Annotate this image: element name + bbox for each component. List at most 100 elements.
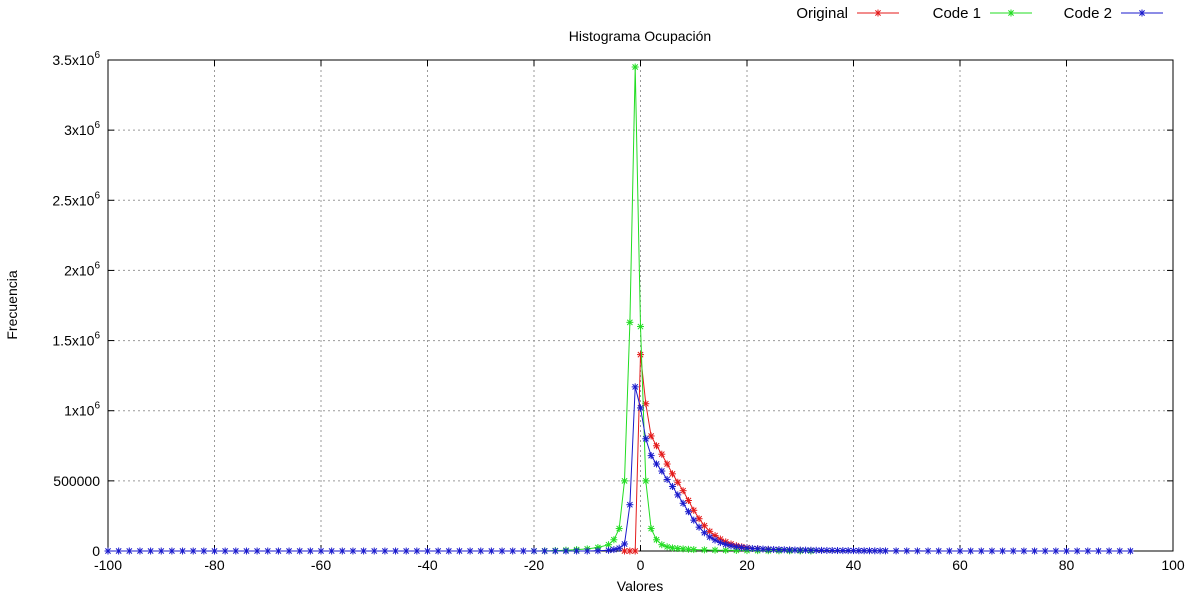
data-point-code-2 (652, 460, 660, 468)
data-point-code-2 (424, 547, 431, 555)
x-tick-label: 0 (637, 557, 645, 573)
data-point-code-2 (541, 547, 549, 555)
data-point-code-2 (754, 545, 762, 553)
y-tick-labels: 0 500000 1x106 1.5x106 2x106 2.5x106 3x106 3.5x… (52, 50, 100, 559)
legend-label-code-1: Code 1 (933, 5, 981, 22)
data-point-code-2 (1094, 547, 1102, 555)
data-point-code-2 (1084, 547, 1092, 555)
data-point-code-2 (1073, 547, 1081, 555)
data-point-code-2 (530, 547, 538, 555)
data-point-code-2 (935, 547, 943, 555)
y-tick-label: 1x106 (64, 401, 100, 419)
data-point-code-2 (200, 547, 208, 555)
data-point-code-2 (850, 547, 857, 555)
data-point-code-2 (264, 547, 272, 555)
data-point-original (668, 470, 676, 478)
data-point-code-2 (1126, 547, 1134, 555)
x-axis-label: Valores (617, 578, 663, 594)
data-point-code-2 (621, 540, 629, 548)
x-tick-label: 80 (1059, 557, 1075, 573)
data-point-code-2 (274, 547, 282, 555)
data-point-code-2 (684, 508, 692, 516)
legend-marker-code-2 (1138, 9, 1146, 17)
data-point-code-2 (999, 547, 1007, 555)
data-point-code-2 (626, 501, 634, 509)
data-point-code-2 (716, 539, 724, 547)
x-tick-label: -20 (524, 557, 544, 573)
data-point-original (674, 478, 682, 486)
y-tick-label: 500000 (53, 473, 100, 489)
data-point-code-2 (551, 547, 559, 555)
data-point-code-2 (924, 547, 932, 555)
data-point-code-2 (573, 547, 581, 555)
data-point-code-2 (594, 547, 602, 555)
data-point-code-2 (727, 542, 735, 550)
data-point-code-2 (700, 529, 708, 537)
data-point-code-2 (695, 523, 703, 531)
series-code-2 (104, 383, 1134, 555)
data-point-code-2 (104, 547, 112, 555)
data-point-code-2 (338, 547, 346, 555)
data-point-code-2 (738, 543, 746, 551)
y-tick-label: 2x106 (64, 260, 100, 278)
series-line-code-1 (533, 66, 811, 552)
x-tick-labels: -100 -80 -60 -40 -20 0 20 40 60 80 100 (94, 557, 1185, 573)
data-point-code-2 (136, 547, 144, 555)
data-point-code-2 (242, 547, 250, 555)
data-point-code-1 (700, 546, 708, 554)
legend: Original Code 1 Code 2 (796, 5, 1163, 22)
data-point-code-1 (690, 546, 698, 554)
data-point-code-2 (370, 547, 378, 555)
data-point-code-2 (977, 547, 985, 555)
data-point-code-2 (115, 547, 123, 555)
data-point-code-2 (179, 547, 187, 555)
data-point-code-2 (296, 547, 304, 555)
data-point-code-2 (487, 547, 495, 555)
data-point-original (637, 351, 644, 359)
data-point-code-2 (1041, 547, 1049, 555)
legend-label-original: Original (796, 5, 848, 22)
data-point-code-1 (663, 543, 671, 551)
data-point-code-1 (647, 525, 655, 533)
data-point-code-2 (498, 547, 506, 555)
series-line-original (624, 354, 811, 552)
data-point-code-2 (509, 547, 517, 555)
data-point-code-2 (1020, 547, 1028, 555)
data-point-code-2 (1116, 547, 1124, 555)
data-point-code-2 (658, 467, 666, 475)
data-point-code-2 (913, 547, 921, 555)
data-point-code-2 (711, 536, 719, 544)
data-point-code-2 (445, 547, 453, 555)
data-point-code-1 (631, 63, 639, 71)
data-point-code-2 (285, 547, 293, 555)
data-point-code-1 (642, 477, 650, 485)
data-point-code-2 (844, 547, 852, 555)
data-point-code-2 (605, 546, 613, 554)
x-tick-label: 40 (846, 557, 862, 573)
data-point-code-1 (621, 477, 629, 485)
y-tick-label: 0 (92, 543, 100, 559)
data-point-code-2 (988, 547, 996, 555)
legend-label-code-2: Code 2 (1064, 5, 1112, 22)
data-point-original (647, 432, 655, 440)
y-axis-label: Frecuencia (4, 270, 20, 339)
data-point-code-2 (668, 482, 676, 490)
legend-marker-original (874, 9, 882, 17)
data-point-code-2 (360, 547, 368, 555)
data-point-code-2 (562, 547, 570, 555)
chart-title: Histograma Ocupación (569, 28, 711, 44)
data-point-code-2 (881, 547, 889, 555)
data-point-code-1 (626, 318, 634, 326)
x-tick-label: -60 (311, 557, 331, 573)
data-point-code-2 (402, 547, 410, 555)
data-point-code-1 (658, 541, 666, 549)
data-point-code-1 (711, 546, 719, 554)
data-point-code-2 (892, 547, 900, 555)
y-tick-label: 2.5x106 (52, 190, 100, 208)
y-tick-label: 3.5x106 (52, 50, 100, 68)
data-point-original (695, 515, 703, 523)
data-point-original (690, 506, 698, 514)
data-point-code-2 (466, 547, 474, 555)
data-point-code-1 (615, 525, 623, 533)
